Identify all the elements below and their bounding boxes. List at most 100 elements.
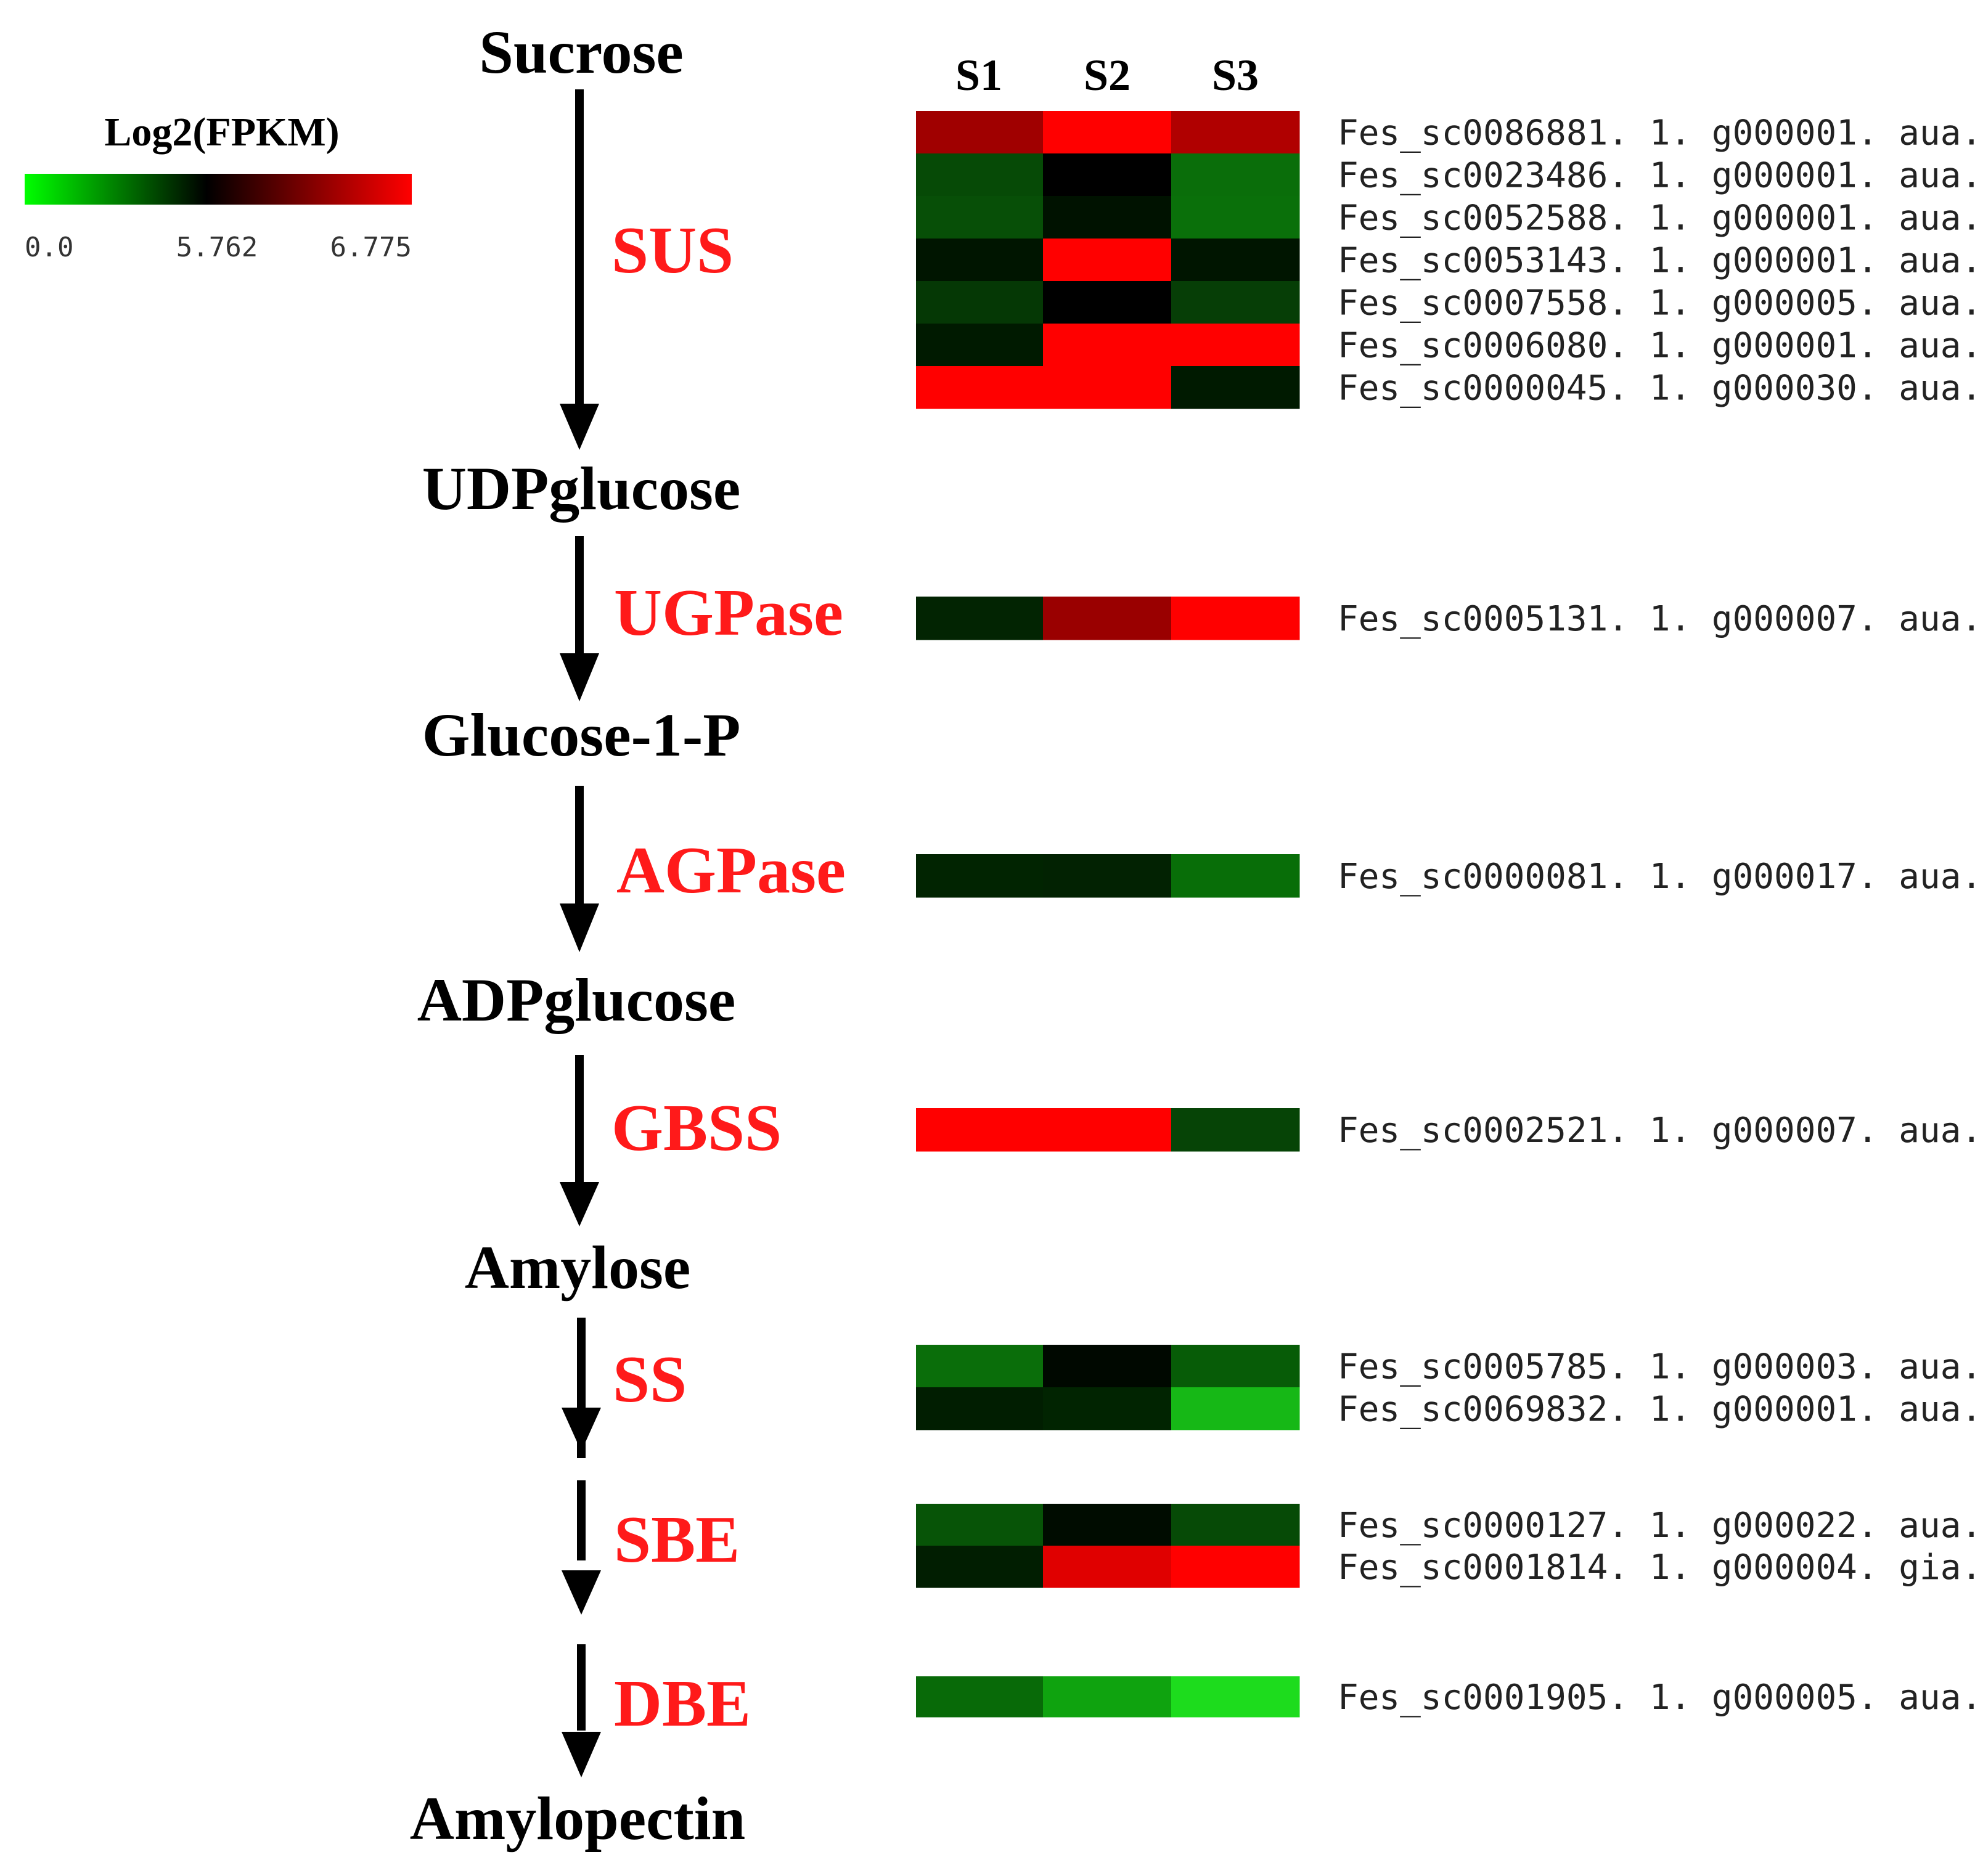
gene-label: Fes_sc0005131. 1. g000007. aua. 1	[1338, 599, 1975, 639]
sample-header-s1: S1	[955, 51, 1002, 100]
heatmap-cell	[916, 854, 1044, 898]
legend-tick-max: 6.775	[330, 232, 412, 263]
arrow-icon	[562, 1644, 601, 1777]
enzyme-labels: SUS UGPase AGPase GBSS SS SBE DBE	[611, 214, 846, 1740]
metabolite-sucrose: Sucrose	[479, 18, 684, 86]
sample-header-s2: S2	[1084, 51, 1131, 100]
heatmap-cell	[1043, 111, 1172, 154]
heatmap-cell	[1171, 196, 1300, 239]
enzyme-label-dbe: DBE	[614, 1667, 751, 1740]
heatmap-cell	[916, 196, 1044, 239]
arrow-icon	[560, 536, 599, 701]
heatmap-block-ugpase: Fes_sc0005131. 1. g000007. aua. 1	[916, 597, 1975, 640]
heatmap-cell	[1171, 153, 1300, 197]
enzyme-label-ss: SS	[613, 1343, 687, 1416]
heatmap-cell	[1043, 324, 1172, 367]
heatmap-cell	[916, 1546, 1044, 1588]
heatmap-cell	[916, 239, 1044, 282]
heatmap-cell	[1171, 366, 1300, 409]
gene-label: Fes_sc0053143. 1. g000001. aua. 1	[1338, 241, 1975, 281]
sample-header-s3: S3	[1212, 51, 1259, 100]
gene-label: Fes_sc0052588. 1. g000001. aua. 1	[1338, 198, 1975, 239]
gene-label: Fes_sc0023486. 1. g000001. aua. 1	[1338, 156, 1975, 196]
arrow-icon	[560, 1055, 599, 1226]
metabolite-glucose-1-p: Glucose-1-P	[422, 701, 741, 769]
heatmap-cell	[1043, 366, 1172, 409]
gene-label: Fes_sc0086881. 1. g000001. aua. 1	[1338, 113, 1975, 153]
heatmap-cell	[916, 111, 1044, 154]
heatmap-cell	[1043, 239, 1172, 282]
arrow-icon	[562, 1480, 601, 1615]
gene-label: Fes_sc0000127. 1. g000022. aua. 1	[1338, 1506, 1975, 1546]
enzyme-label-ugpase: UGPase	[614, 576, 843, 650]
heatmap-cell	[1171, 111, 1300, 154]
heatmap-cell	[916, 366, 1044, 409]
gene-label: Fes_sc0006080. 1. g000001. aua. 1	[1338, 326, 1975, 366]
metabolite-labels: Sucrose UDPglucose Glucose-1-P ADPglucos…	[410, 18, 745, 1853]
enzyme-label-sus: SUS	[611, 214, 734, 287]
heatmap-cell	[1043, 1345, 1172, 1388]
heatmap-cell	[916, 1108, 1044, 1152]
metabolite-udpglucose: UDPglucose	[422, 454, 741, 523]
pathway-arrows	[560, 89, 601, 1777]
heatmap-block-agpase: Fes_sc0000081. 1. g000017. aua. 1	[916, 854, 1975, 898]
enzyme-label-agpase: AGPase	[616, 834, 846, 907]
gene-label: Fes_sc0007558. 1. g000005. aua. 1	[1338, 283, 1975, 324]
sample-headers: S1 S2 S3	[955, 51, 1259, 100]
enzyme-label-gbss: GBSS	[611, 1091, 782, 1165]
heatmap-cell	[1043, 1387, 1172, 1430]
arrow-icon	[562, 1318, 601, 1458]
arrow-icon	[560, 786, 599, 952]
heatmap-cell	[916, 153, 1044, 197]
gene-label: Fes_sc0005785. 1. g000003. aua. 1	[1338, 1347, 1975, 1387]
heatmap-cell	[1043, 1108, 1172, 1152]
gene-label: Fes_sc0001814. 1. g000004. gia. 1	[1338, 1548, 1975, 1588]
heatmap-cell	[1171, 1387, 1300, 1430]
legend-tick-min: 0.0	[25, 232, 73, 263]
color-legend: Log2(FPKM) 0.0 5.762 6.775	[25, 110, 412, 263]
heatmap-cell	[1043, 281, 1172, 324]
heatmap-cell	[916, 281, 1044, 324]
heatmap-block-gbss: Fes_sc0002521. 1. g000007. aua. 1	[916, 1108, 1975, 1152]
arrow-icon	[560, 89, 599, 450]
heatmap-cell	[1043, 1676, 1172, 1718]
heatmap-block-dbe: Fes_sc0001905. 1. g000005. aua. 1	[916, 1676, 1975, 1718]
heatmap-cell	[1043, 1546, 1172, 1588]
metabolite-amylose: Amylose	[465, 1233, 691, 1302]
heatmap-cell	[1171, 1345, 1300, 1388]
heatmap-cell	[1043, 1504, 1172, 1546]
legend-title: Log2(FPKM)	[104, 110, 339, 155]
heatmap-cell	[916, 597, 1044, 640]
heatmap-cell	[1171, 1676, 1300, 1718]
gene-label: Fes_sc0000045. 1. g000030. aua. 1	[1338, 369, 1975, 409]
heatmap-block-ss: Fes_sc0005785. 1. g000003. aua. 1Fes_sc0…	[916, 1345, 1975, 1430]
heatmap-cell	[1171, 1108, 1300, 1152]
metabolite-amylopectin: Amylopectin	[410, 1784, 745, 1853]
legend-color-bar	[25, 174, 412, 205]
gene-label: Fes_sc0002521. 1. g000007. aua. 1	[1338, 1111, 1975, 1151]
expression-heatmaps: Fes_sc0086881. 1. g000001. aua. 1Fes_sc0…	[916, 111, 1975, 1718]
gene-label: Fes_sc0069832. 1. g000001. aua. 1	[1338, 1390, 1975, 1430]
heatmap-cell	[916, 1504, 1044, 1546]
gene-label: Fes_sc0000081. 1. g000017. aua. 1	[1338, 857, 1975, 897]
heatmap-cell	[1171, 281, 1300, 324]
heatmap-cell	[1171, 324, 1300, 367]
heatmap-cell	[1171, 1504, 1300, 1546]
heatmap-cell	[1171, 1546, 1300, 1588]
heatmap-block-sus: Fes_sc0086881. 1. g000001. aua. 1Fes_sc0…	[916, 111, 1975, 409]
heatmap-cell	[916, 1676, 1044, 1718]
heatmap-cell	[1171, 239, 1300, 282]
gene-label: Fes_sc0001905. 1. g000005. aua. 1	[1338, 1678, 1975, 1718]
enzyme-label-sbe: SBE	[614, 1503, 740, 1576]
legend-tick-mid: 5.762	[176, 232, 258, 263]
heatmap-cell	[916, 1345, 1044, 1388]
heatmap-cell	[1171, 854, 1300, 898]
metabolite-adpglucose: ADPglucose	[417, 966, 736, 1034]
heatmap-cell	[1171, 597, 1300, 640]
heatmap-cell	[916, 324, 1044, 367]
heatmap-cell	[916, 1387, 1044, 1430]
heatmap-cell	[1043, 196, 1172, 239]
heatmap-cell	[1043, 597, 1172, 640]
heatmap-cell	[1043, 153, 1172, 197]
